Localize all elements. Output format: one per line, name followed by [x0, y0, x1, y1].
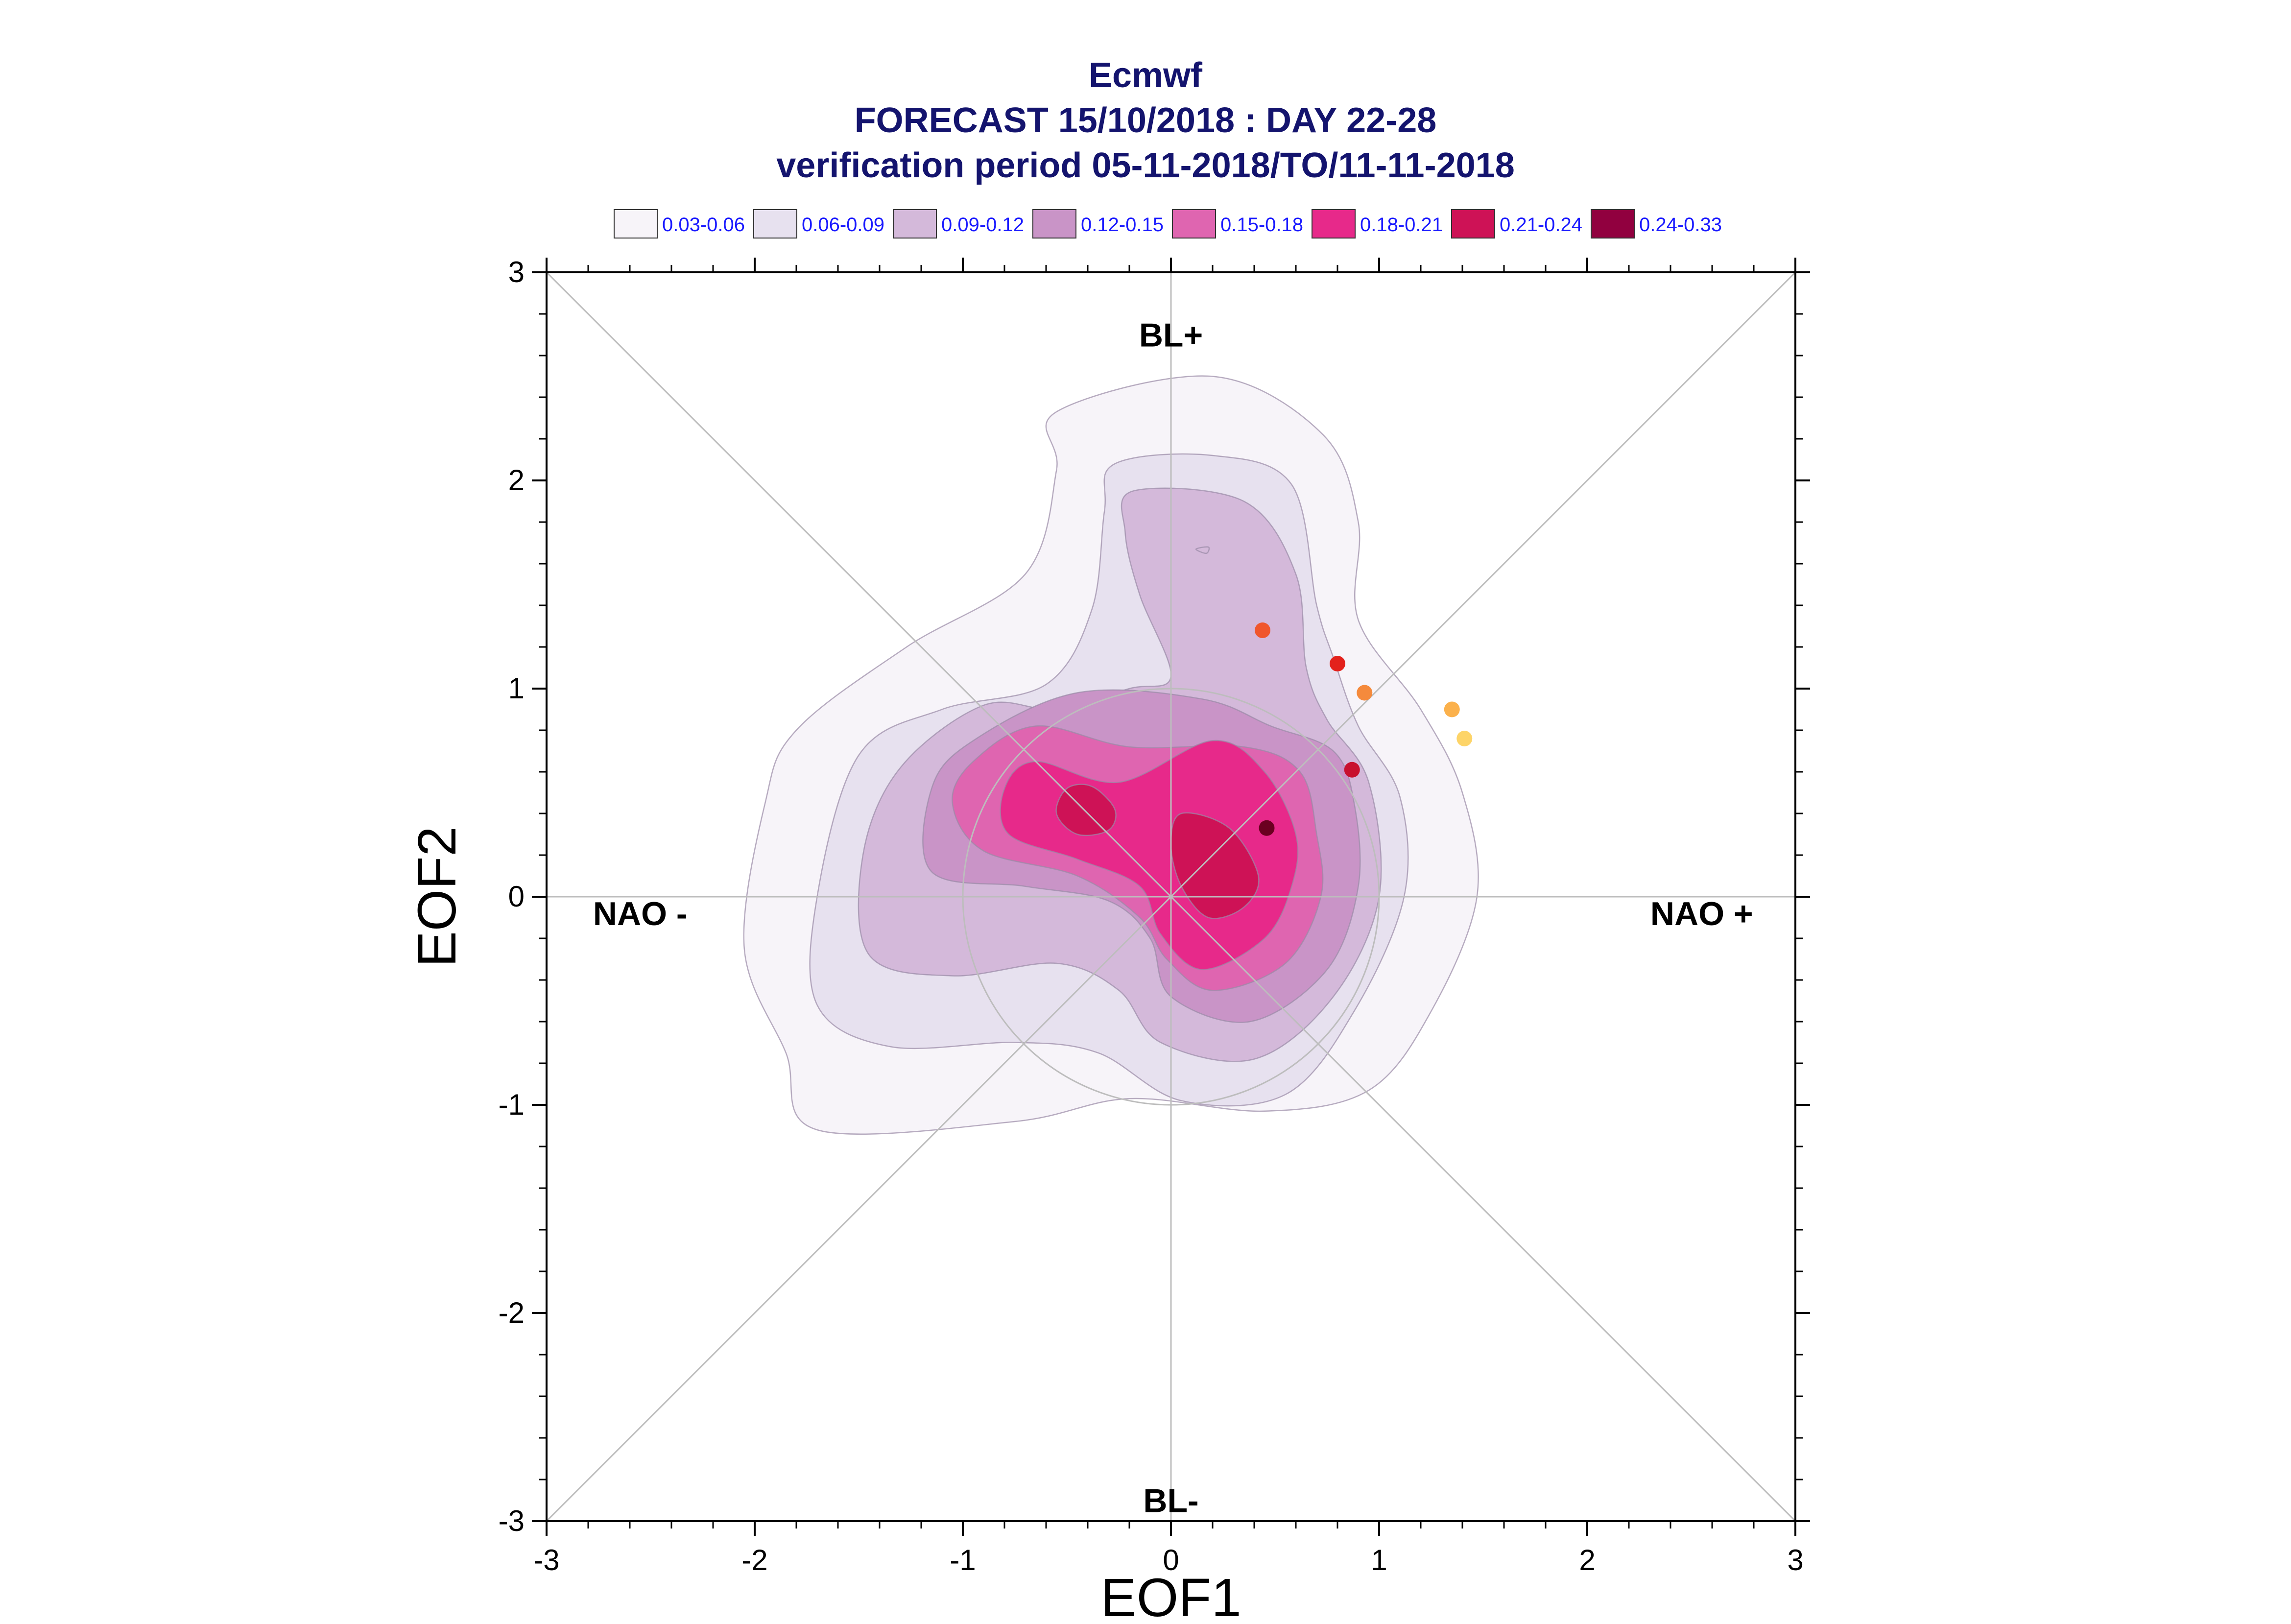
legend-label: 0.12-0.15: [1081, 214, 1164, 236]
region-labels: BL+ BL- NAO - NAO +: [593, 317, 1753, 1520]
legend: 0.03-0.06 0.06-0.09 0.09-0.12 0.12-0.15 0.15…: [614, 209, 1722, 239]
legend-label: 0.24-0.33: [1639, 214, 1722, 236]
region-label-bl-plus: BL+: [1139, 317, 1203, 354]
x-tick-label: -2: [741, 1544, 767, 1576]
legend-swatch: [893, 209, 937, 239]
y-tick-label: -1: [499, 1088, 525, 1121]
legend-label: 0.06-0.09: [802, 214, 884, 236]
legend-swatch: [1591, 209, 1635, 239]
x-tick-label: 3: [1787, 1544, 1803, 1576]
y-tick-label: 2: [508, 464, 525, 497]
chart-title: Ecmwf FORECAST 15/10/2018 : DAY 22-28 ve…: [776, 56, 1515, 185]
x-tick-label: -3: [533, 1544, 559, 1576]
y-tick-label: -2: [499, 1296, 525, 1329]
x-tick-label: -1: [950, 1544, 976, 1576]
density-contour-9: [1195, 546, 1210, 554]
y-tick-label: 3: [508, 256, 525, 288]
region-label-nao-plus: NAO +: [1650, 895, 1753, 932]
forecast-point-7: [1259, 820, 1275, 836]
y-tick-label: -3: [499, 1505, 525, 1537]
reference-circle: [962, 688, 1380, 1106]
forecast-point-4: [1444, 701, 1460, 717]
y-tick-label: 1: [508, 672, 525, 705]
legend-label: 0.21-0.24: [1500, 214, 1582, 236]
forecast-point-6: [1344, 762, 1360, 778]
density-contours: [743, 375, 1479, 1135]
y-axis-title: EOF2: [407, 826, 467, 967]
forecast-point-3: [1357, 685, 1373, 701]
legend-swatch: [1172, 209, 1216, 239]
x-tick-label: 0: [1163, 1544, 1179, 1576]
forecast-point-1: [1255, 622, 1270, 638]
title-line-2: FORECAST 15/10/2018 : DAY 22-28: [855, 101, 1437, 140]
title-line-1: Ecmwf: [1089, 56, 1203, 95]
x-tick-label: 1: [1371, 1544, 1387, 1576]
legend-swatch: [1451, 209, 1495, 239]
axis-ticks: -3 -2 -1 0 1 2 3 -3 -2 -1 0 1 2 3: [499, 256, 1810, 1576]
legend-label: 0.15-0.18: [1220, 214, 1303, 236]
legend-swatch: [753, 209, 797, 239]
x-tick-label: 2: [1579, 1544, 1595, 1576]
forecast-points: [1255, 622, 1473, 836]
forecast-point-2: [1330, 656, 1345, 671]
title-line-3: verification period 05-11-2018/TO/11-11-…: [776, 146, 1515, 185]
legend-swatch: [1032, 209, 1076, 239]
x-axis-title: EOF1: [1100, 1568, 1241, 1622]
legend-label: 0.09-0.12: [941, 214, 1024, 236]
legend-label: 0.03-0.06: [662, 214, 745, 236]
region-label-nao-minus: NAO -: [593, 895, 688, 932]
legend-label: 0.18-0.21: [1360, 214, 1443, 236]
legend-swatch: [1312, 209, 1356, 239]
region-label-bl-minus: BL-: [1143, 1482, 1198, 1520]
forecast-point-5: [1456, 731, 1473, 746]
legend-swatch: [614, 209, 658, 239]
plot-area: -3 -2 -1 0 1 2 3 -3 -2 -1 0 1 2 3 BL+ BL- NAO - NAO +: [499, 256, 1810, 1576]
y-tick-label: 0: [508, 880, 525, 913]
guide-lines: [547, 272, 1795, 1521]
